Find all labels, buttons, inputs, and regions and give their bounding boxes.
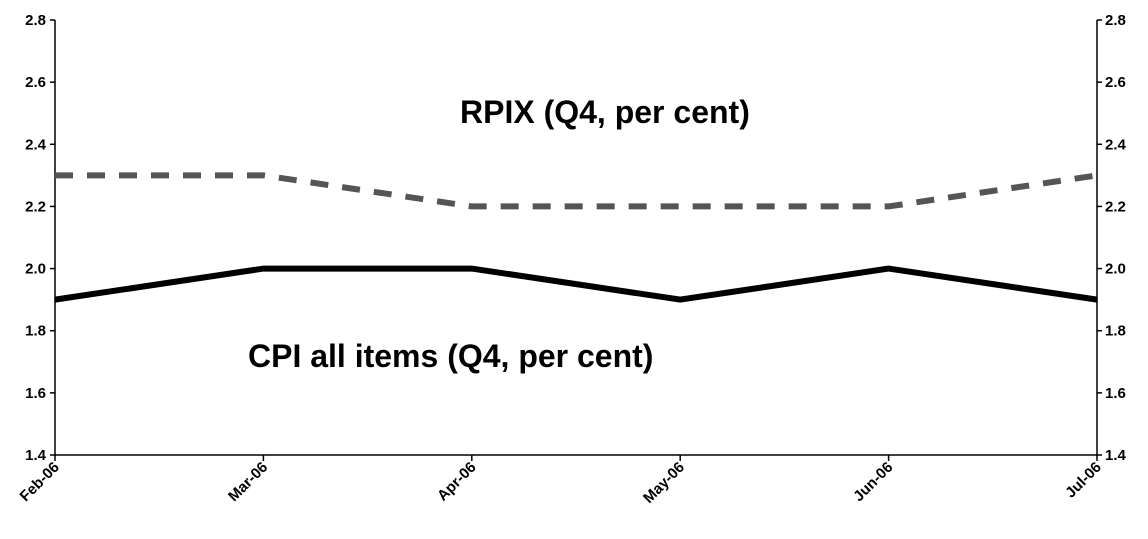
series-line-cpi	[54, 265, 1098, 303]
series-label-rpix: RPIX (Q4, per cent)	[460, 94, 750, 130]
y-tick-label-right: 2.2	[1105, 198, 1126, 215]
series-line-rpix	[55, 172, 1098, 210]
x-tick-label: Apr-06	[434, 459, 480, 505]
x-tick-label: Jul-06	[1062, 459, 1105, 502]
x-tick-label: Mar-06	[225, 459, 271, 505]
y-tick-label-left: 1.6	[25, 385, 46, 402]
y-tick-label-right: 2.0	[1105, 261, 1126, 278]
y-tick-label-left: 2.0	[25, 261, 46, 278]
y-tick-label-right: 2.6	[1105, 74, 1126, 91]
y-tick-label-right: 2.8	[1105, 12, 1126, 29]
y-tick-label-left: 2.8	[25, 12, 46, 29]
x-tick-label: Jun-06	[850, 459, 896, 505]
x-tick-label: Feb-06	[17, 459, 63, 505]
y-tick-label-left: 2.6	[25, 74, 46, 91]
y-tick-label-left: 1.8	[25, 323, 46, 340]
series-label-cpi: CPI all items (Q4, per cent)	[248, 338, 653, 374]
x-tick-label: May-06	[640, 459, 688, 507]
y-tick-label-right: 2.4	[1105, 136, 1127, 153]
y-tick-label-right: 1.8	[1105, 323, 1126, 340]
y-tick-label-right: 1.6	[1105, 385, 1126, 402]
y-tick-label-right: 1.4	[1105, 447, 1127, 464]
y-tick-label-left: 2.2	[25, 198, 46, 215]
series-lines	[54, 172, 1098, 303]
axes: 1.4 1.4 1.6 1.6 1.8 1.8 2.0 2.0 2.2 2.2 2.4 2.4 2.6 2…	[17, 12, 1127, 507]
y-tick-label-left: 1.4	[25, 447, 47, 464]
y-tick-label-left: 2.4	[25, 136, 47, 153]
series-labels: RPIX (Q4, per cent) CPI all items (Q4, p…	[248, 94, 750, 374]
